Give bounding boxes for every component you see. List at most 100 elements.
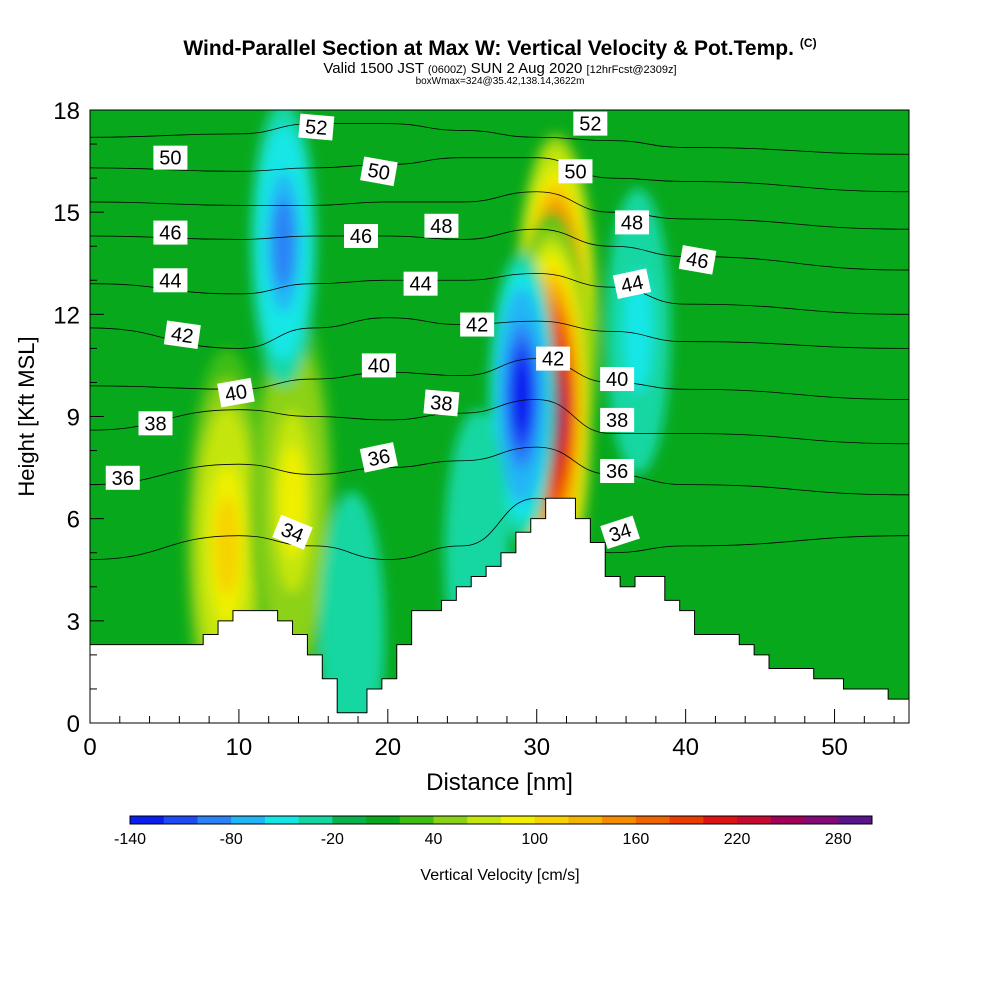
isentrope-label: 38 [138,411,173,436]
terrain-profile [89,497,910,724]
isentrope-label: 50 [360,156,398,187]
y-tick-label: 15 [53,200,80,227]
isentrope-label-box [138,411,173,436]
isentrope-label: 42 [460,312,495,337]
isentrope-label: 46 [153,220,188,245]
isentrope-label-box [424,213,459,238]
y-tick-label: 9 [67,405,80,432]
colorbar-segment [602,816,637,824]
isentrope-label-box [600,458,635,483]
isentrope-label: 42 [536,346,571,371]
isentrope-label-text: 44 [619,272,645,298]
colorbar-segment [669,816,704,824]
isentrope-label: 48 [424,213,459,238]
colorbar-segment [366,816,401,824]
copyright-mark: (C) [799,36,817,50]
valid-time: Valid 1500 JST [323,60,424,77]
colorbar-segment [635,816,671,824]
isentrope-label-text: 52 [304,116,328,140]
isentrope-label-text: 48 [621,212,643,234]
isentrope-label: 36 [359,442,399,473]
isentrope-label-box [612,268,652,299]
isentrope-52 [90,123,909,155]
colorbar-segment [703,816,738,824]
valid-date: SUN 2 Aug 2020 [470,60,583,77]
downdraft-cell [623,270,653,393]
isentrope-label-box [153,145,188,170]
downdraft-cell [272,197,295,288]
isentrope-label-box [153,268,188,293]
colorbar-segment [264,816,300,824]
isentrope-label-box [600,407,635,432]
isentrope-label-text: 36 [112,468,134,490]
colorbar-tick-label: 220 [724,831,751,848]
colorbar-tick-label: -80 [220,831,243,848]
isentrope-48 [90,191,909,230]
isentrope-label-box [360,156,398,187]
isentrope-label-box [217,377,255,408]
isentrope-label: 50 [558,159,593,184]
colorbar-tick-label: 280 [825,831,852,848]
isentrope-label: 46 [678,245,717,275]
isentrope-label: 48 [615,210,650,235]
x-axis-label: Distance [nm] [426,769,573,796]
isentrope-38 [90,399,909,445]
isentrope-label-box [403,271,438,296]
box-info: boxWmax=324@35.42,138.14,3622m [415,76,585,87]
y-tick-label: 18 [53,98,80,125]
colorbar-segment [163,816,198,824]
colorbar-segment [298,816,333,824]
isentrope-label-text: 44 [159,270,181,292]
colorbar-tick-label: 160 [623,831,650,848]
isentrope-label-text: 46 [159,223,181,245]
isentrope-label-text: 50 [366,160,392,186]
isentrope-label-text: 44 [409,274,431,296]
colorbar-segment [737,816,772,824]
isentrope-label-box [153,220,188,245]
y-tick-label: 3 [67,609,80,636]
x-tick-label: 50 [821,734,848,761]
isentrope-label-text: 52 [579,114,601,136]
chart-title-text: Wind-Parallel Section at Max W: Vertical… [183,37,794,60]
x-tick-label: 40 [672,734,699,761]
isentrope-label-box [573,111,608,136]
isentrope-label: 34 [600,515,640,549]
isentrope-label-box [272,514,313,550]
isentrope-label-text: 42 [466,315,488,337]
downdraft-cell [332,552,372,717]
isentrope-50 [90,157,909,193]
colorbar-tick-label: -140 [114,831,146,848]
y-axis-label: Height [Kft MSL] [14,336,39,496]
isentrope-label-box [423,389,460,417]
isentrope-label-text: 42 [542,349,564,371]
isentrope-label: 46 [344,224,379,249]
colorbar-segment [433,816,468,824]
isentrope-label: 42 [163,320,201,350]
colorbar-label: Vertical Velocity [cm/s] [420,867,579,884]
colorbar-segment [501,816,536,824]
colorbar-tick-label: -20 [321,831,344,848]
isentrope-label: 36 [600,458,635,483]
isentrope-label-text: 46 [350,226,372,248]
isentrope-label-text: 50 [564,161,586,183]
valid-time-zulu: (0600Z) [427,64,467,76]
isentrope-label: 40 [600,367,635,392]
isentrope-label-text: 38 [429,392,453,416]
isentrope-label: 44 [403,271,438,296]
colorbar-tick-label: 100 [521,831,548,848]
colorbar-segment [804,816,839,824]
isentrope-label-text: 46 [685,248,711,274]
isentrope-label-text: 38 [606,410,628,432]
updraft-cell [215,495,239,596]
isentrope-label: 40 [361,353,396,378]
isentrope-label: 52 [573,111,608,136]
isentrope-label-box [536,346,571,371]
isentrope-lines [90,123,909,560]
isentrope-label: 38 [600,407,635,432]
downdraft-cell [512,358,532,435]
isentrope-label: 36 [105,465,140,490]
isentrope-label-text: 38 [144,413,166,435]
colorbar-frame [129,815,873,825]
